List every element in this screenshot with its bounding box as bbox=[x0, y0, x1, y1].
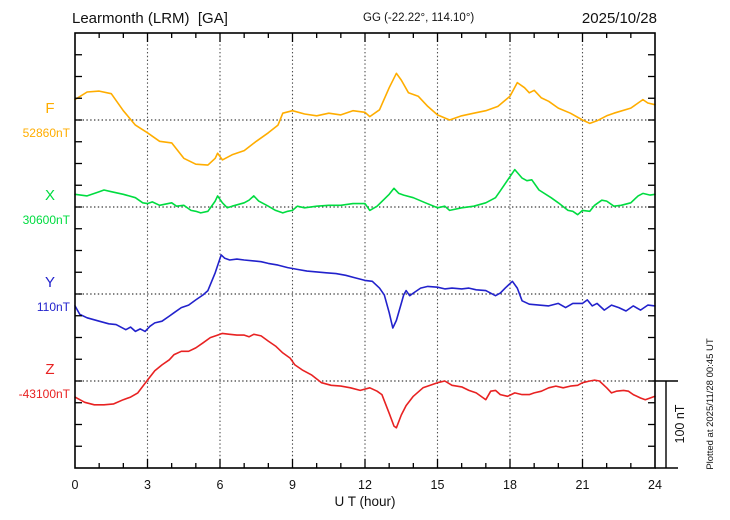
scale-bar-label: 100 nT bbox=[673, 404, 687, 443]
geo-coordinates: GG (-22.22°, 114.10°) bbox=[363, 12, 474, 24]
x-tick-label-3: 3 bbox=[144, 478, 151, 492]
x-tick-label-18: 18 bbox=[503, 478, 517, 492]
x-tick-label-24: 24 bbox=[648, 478, 662, 492]
series-letter-X: X bbox=[45, 187, 55, 204]
series-letter-Y: Y bbox=[45, 274, 55, 291]
series-baseline-value-F: 52860nT bbox=[23, 126, 71, 140]
date-label: 2025/10/28 bbox=[582, 10, 657, 27]
plotted-at-note: Plotted at 2025/11/28 00:45 UT bbox=[705, 338, 716, 470]
x-tick-label-12: 12 bbox=[358, 478, 372, 492]
x-axis-label: U T (hour) bbox=[334, 494, 395, 509]
x-tick-label-9: 9 bbox=[289, 478, 296, 492]
series-letter-Z: Z bbox=[45, 361, 54, 378]
series-baseline-value-Y: 110nT bbox=[37, 300, 71, 314]
trace-X bbox=[74, 168, 656, 216]
series-baseline-value-X: 30600nT bbox=[23, 213, 71, 227]
station-title: Learmonth (LRM) [GA] bbox=[72, 10, 228, 27]
x-tick-label-6: 6 bbox=[217, 478, 224, 492]
trace-Y bbox=[74, 254, 656, 333]
trace-Z bbox=[74, 332, 656, 429]
x-tick-label-21: 21 bbox=[576, 478, 590, 492]
trace-F bbox=[74, 72, 656, 166]
x-tick-label-15: 15 bbox=[431, 478, 445, 492]
series-letter-F: F bbox=[45, 100, 54, 117]
x-tick-label-0: 0 bbox=[72, 478, 79, 492]
plot-frame bbox=[74, 32, 656, 469]
series-baseline-value-Z: -43100nT bbox=[19, 387, 71, 401]
